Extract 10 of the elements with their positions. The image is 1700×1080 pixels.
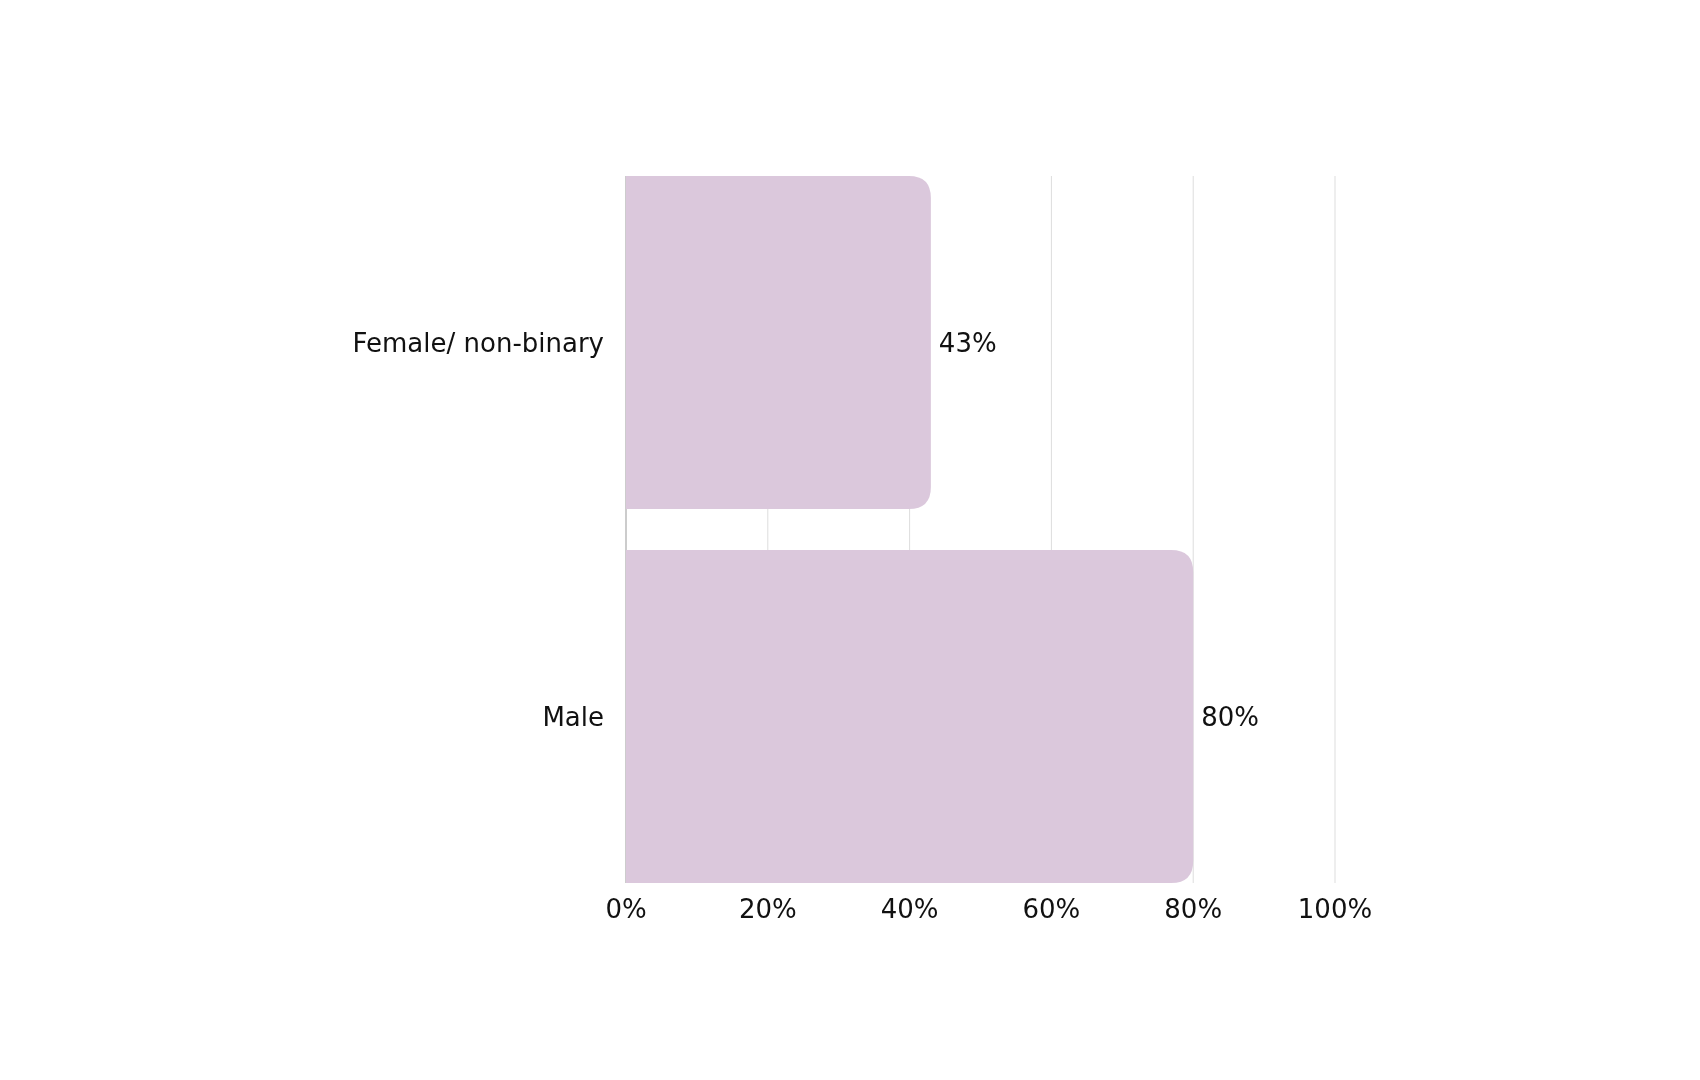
x-tick-label: 40% <box>880 894 939 924</box>
y-tick-label: Female/ non-binary <box>352 327 604 358</box>
x-tick-label: 0% <box>605 894 647 924</box>
x-tick-label: 100% <box>1297 894 1373 924</box>
data-label: 80% <box>1201 701 1259 732</box>
y-tick-label: Male <box>542 701 604 732</box>
data-label: 43% <box>938 327 997 358</box>
x-tick-label: 60% <box>1022 894 1081 924</box>
x-tick-label: 20% <box>738 894 797 924</box>
x-tick-label: 80% <box>1164 894 1223 924</box>
